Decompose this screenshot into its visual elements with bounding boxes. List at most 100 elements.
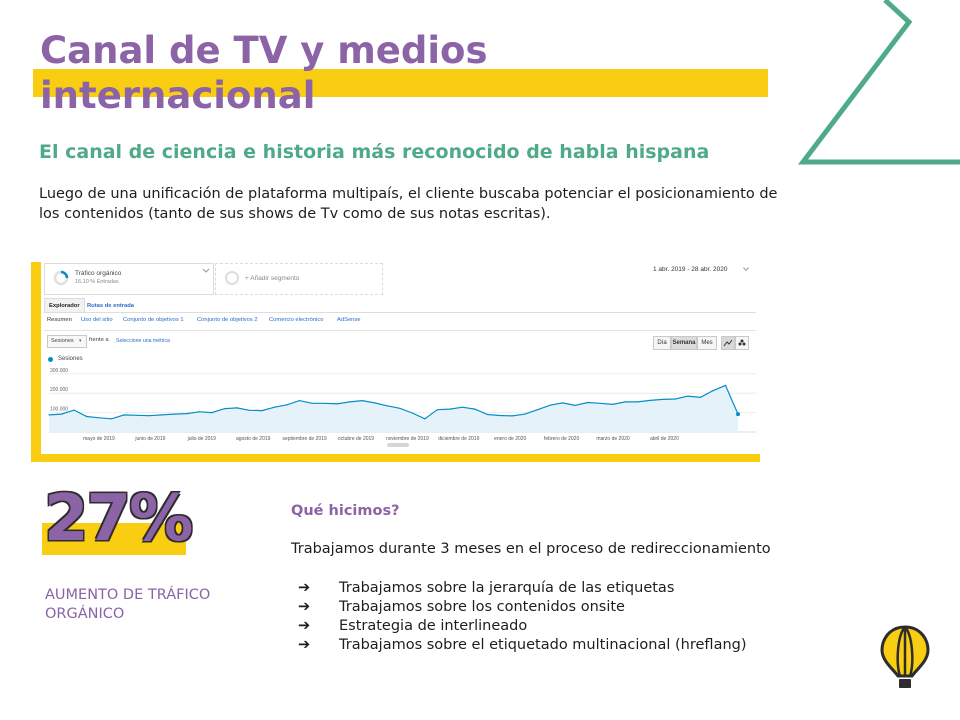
segment-donut-icon (53, 270, 69, 286)
x-tick-label: enero de 2020 (494, 436, 526, 442)
data-point (674, 398, 677, 400)
data-point (662, 398, 664, 400)
chevron-down-icon[interactable] (202, 268, 210, 274)
data-point (474, 408, 476, 410)
data-point (336, 403, 338, 405)
page-title: Canal de TV y medios internacional (40, 29, 488, 117)
data-point (136, 414, 138, 416)
x-tick-label: abril de 2020 (650, 436, 679, 442)
data-point (349, 401, 351, 403)
analytics-screenshot: Tráfico orgánico 16,10 % Entradas + Añad… (41, 257, 760, 454)
y-tick-label: 300.000 (50, 368, 68, 374)
sessions-line (48, 384, 739, 420)
data-point (261, 410, 263, 412)
data-point (273, 406, 276, 408)
x-tick-label: noviembre de 2019 (386, 436, 429, 442)
data-point (411, 412, 413, 414)
granularity-semana[interactable]: Semana (671, 336, 697, 350)
metric-select[interactable]: Sesiones ▾ (47, 335, 87, 348)
data-point (186, 413, 188, 415)
data-point (148, 415, 150, 417)
data-point (198, 411, 200, 413)
data-point (699, 396, 702, 398)
intro-paragraph: Luego de una unificación de plataforma m… (39, 186, 778, 222)
subtab-conjunto-objetivos-2[interactable]: Conjunto de objetivos 2 (197, 317, 258, 323)
data-point (637, 401, 639, 403)
empty-segment-icon (225, 271, 239, 285)
data-point (624, 401, 626, 403)
metric-value: 27% (44, 482, 193, 556)
motion-chart-icon[interactable] (735, 336, 749, 350)
list-item: ➔ Trabajamos sobre los contenidos onsite (298, 598, 747, 617)
subtab-adsense[interactable]: AdSense (337, 317, 361, 323)
arrow-icon: ➔ (298, 580, 311, 596)
arrow-icon: ➔ (298, 599, 311, 615)
date-range[interactable]: 1 abr. 2019 - 28 abr. 2020 (653, 266, 728, 273)
date-chevron-icon[interactable] (743, 267, 749, 272)
data-point (537, 409, 539, 411)
bullet-text: Trabajamos sobre los contenidos onsite (339, 599, 625, 615)
x-tick-label: marzo de 2020 (596, 436, 630, 442)
x-tick-label: octubre de 2019 (338, 436, 374, 442)
metric-select-value: Sesiones (51, 338, 74, 344)
tab-explorador[interactable]: Explorador (44, 298, 85, 312)
vs-label: frente a (89, 337, 109, 343)
data-point (499, 414, 501, 417)
data-point (461, 406, 463, 408)
data-point (712, 390, 714, 392)
explorer-subtabs: Resumen Uso del sitio Conjunto de objeti… (47, 317, 759, 327)
add-segment-card[interactable]: + Añadir segmento (215, 263, 383, 295)
x-tick-label: agosto de 2019 (236, 436, 271, 442)
tab-rutas-de-entrada[interactable]: Rutas de entrada (87, 303, 135, 309)
sessions-area (49, 385, 738, 432)
data-point (86, 415, 88, 418)
what-title: Qué hicimos? (291, 503, 400, 519)
add-segment-label: + Añadir segmento (245, 275, 300, 282)
metric-highlight-bar (42, 523, 186, 555)
data-point (123, 414, 125, 416)
select-metric-link[interactable]: Seleccione una métrica (116, 338, 170, 344)
data-point (562, 402, 564, 404)
subtab-uso-del-sitio[interactable]: Uso del sitio (81, 317, 113, 323)
legend-label: Sesiones (58, 356, 83, 362)
arrow-icon: ➔ (298, 637, 311, 653)
data-point (649, 399, 651, 401)
subtab-conjunto-objetivos-1[interactable]: Conjunto de objetivos 1 (123, 317, 184, 323)
data-point (524, 413, 526, 415)
data-point (724, 384, 727, 386)
data-point (286, 404, 288, 406)
data-point (612, 403, 614, 405)
segment-card[interactable]: Tráfico orgánico 16,10 % Entradas (44, 263, 214, 295)
data-point (298, 400, 301, 402)
data-point (73, 409, 75, 411)
granularity-dia[interactable]: Día (653, 336, 671, 350)
metric-label: AUMENTO DE TRÁFICO ORGÁNICO (45, 587, 211, 622)
explorer-tabs: Explorador Rutas de entrada (44, 298, 756, 313)
chevron-decoration-icon (797, 0, 960, 165)
granularity-mes[interactable]: Mes (697, 336, 717, 350)
y-tick-label: 200.000 (50, 387, 68, 393)
data-point (161, 414, 163, 416)
data-point (361, 400, 363, 402)
sessions-points (48, 384, 740, 420)
data-point (48, 414, 50, 416)
chart-resize-handle[interactable] (387, 443, 409, 447)
legend-dot (48, 357, 53, 362)
data-point (399, 407, 401, 409)
list-item: ➔ Trabajamos sobre el etiquetado multinac… (298, 636, 747, 655)
x-tick-label: febrero de 2020 (544, 436, 580, 442)
data-point (587, 401, 589, 404)
line-chart-toggle-icon[interactable] (721, 336, 735, 350)
subtab-comercio-electronico[interactable]: Comercio electrónico (269, 317, 324, 323)
data-point (486, 413, 489, 416)
data-point (687, 395, 689, 397)
x-tick-label: mayo de 2019 (83, 436, 115, 442)
subtab-resumen[interactable]: Resumen (47, 317, 72, 323)
bullet-text: Estrategia de interlineado (339, 618, 528, 634)
title-highlight-bar (33, 69, 768, 97)
data-point (248, 409, 250, 411)
arrow-icon: ➔ (298, 618, 311, 634)
data-point (324, 402, 326, 404)
what-bullets: ➔ Trabajamos sobre la jerarquía de las et… (298, 579, 747, 655)
data-point (111, 418, 113, 420)
